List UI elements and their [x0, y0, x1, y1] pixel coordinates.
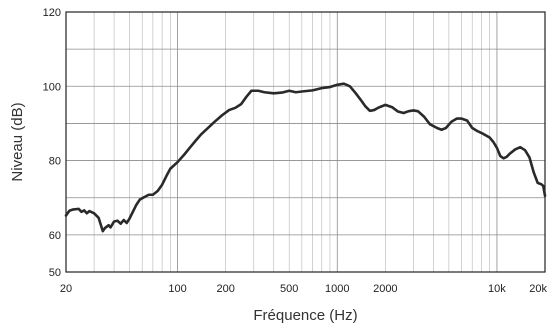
y-tick-labels: 50 60 80 100 120 — [43, 7, 61, 279]
x-tick-label: 200 — [216, 283, 234, 295]
y-tick-label: 50 — [49, 267, 61, 279]
x-tick-label: 100 — [168, 283, 186, 295]
y-tick-label: 60 — [49, 230, 61, 242]
plot-frame — [65, 11, 546, 273]
x-tick-labels: 20 100 200 500 1000 2000 10k 20k — [60, 283, 548, 295]
x-tick-label: 1000 — [325, 283, 349, 295]
y-tick-label: 120 — [43, 7, 61, 19]
x-tick-label: 20 — [60, 283, 72, 295]
x-tick-label: 20k — [529, 283, 547, 295]
x-axis-label: Fréquence (Hz) — [253, 307, 357, 324]
x-tick-label: 10k — [488, 283, 506, 295]
y-tick-label: 100 — [43, 81, 61, 93]
x-tick-label: 500 — [280, 283, 298, 295]
y-axis-label: Niveau (dB) — [9, 102, 26, 181]
response-curve — [64, 82, 547, 233]
curve-layer — [64, 82, 547, 233]
x-tick-label: 2000 — [373, 283, 397, 295]
grid — [66, 12, 545, 272]
y-tick-label: 80 — [49, 156, 61, 168]
